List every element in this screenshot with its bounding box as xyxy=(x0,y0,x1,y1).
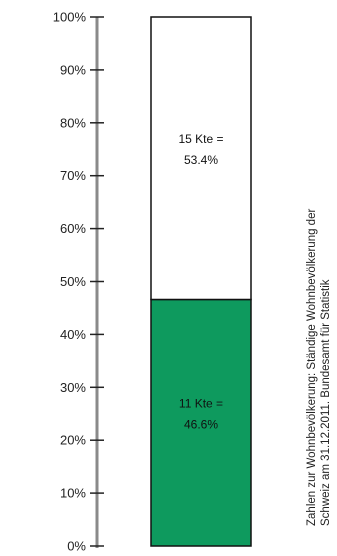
y-axis: 0% 10% 20% 30% 40% 50% 60% 70% 80% 90% 100% xyxy=(53,10,104,554)
source-note-line2: Schweiz am 31.12.2011. Bundesamt für Sta… xyxy=(320,279,332,526)
source-note-line1: Zahlen zur Wohnbevölkerung: Ständige Woh… xyxy=(306,209,318,526)
y-tick-label: 40% xyxy=(60,327,86,342)
data-labels: 11 Kte = 46.6% 15 Kte = 53.4% xyxy=(178,132,223,432)
segment-label-1-line2: 46.6% xyxy=(184,418,218,432)
y-tick-label: 0% xyxy=(67,539,86,554)
y-tick-label: 90% xyxy=(60,62,86,77)
bar-segment-2 xyxy=(150,16,252,301)
y-tick-label: 20% xyxy=(60,433,86,448)
y-tick-label: 50% xyxy=(60,274,86,289)
y-tick-label: 10% xyxy=(60,486,86,501)
y-tick-label: 30% xyxy=(60,380,86,395)
y-tick-label: 60% xyxy=(60,221,86,236)
segment-label-2-line2: 53.4% xyxy=(184,153,218,167)
bar-segment-1 xyxy=(150,298,252,547)
segment-label-1-line1: 11 Kte = xyxy=(179,397,223,411)
stacked-bar xyxy=(150,16,252,547)
y-tick-label: 70% xyxy=(60,168,86,183)
source-note: Zahlen zur Wohnbevölkerung: Ständige Woh… xyxy=(306,209,332,526)
segment-label-2-line1: 15 Kte = xyxy=(178,132,223,146)
y-tick-label: 100% xyxy=(53,10,87,25)
y-tick-label: 80% xyxy=(60,115,86,130)
